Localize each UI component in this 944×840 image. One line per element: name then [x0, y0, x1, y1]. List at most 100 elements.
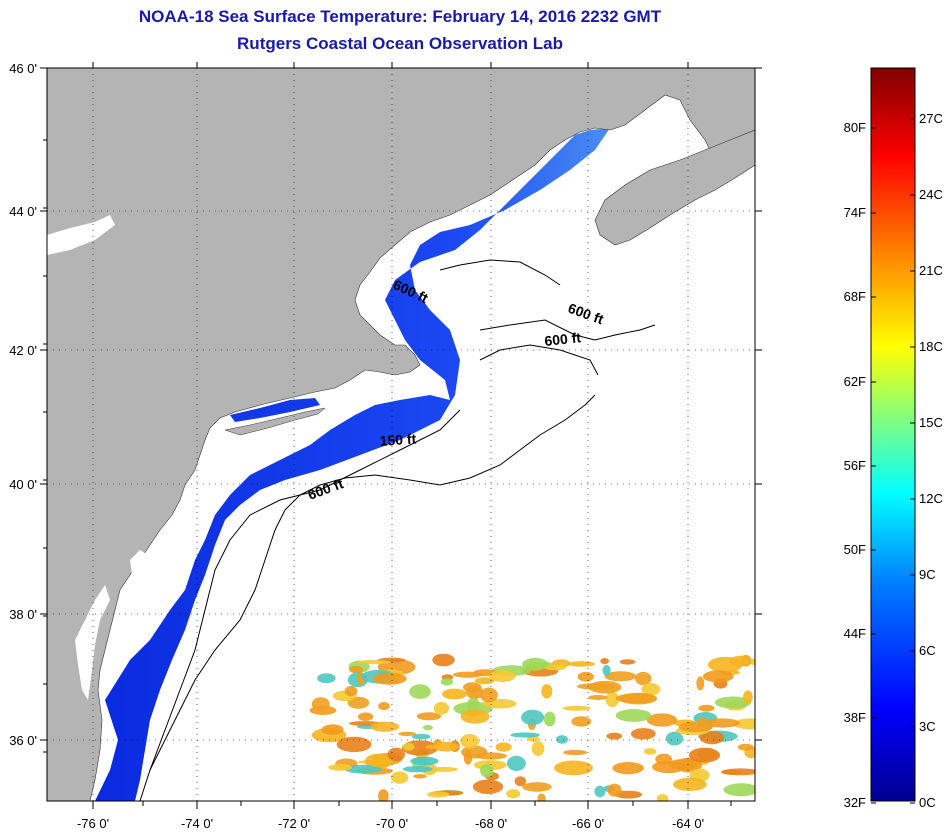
colorbar-fahrenheit-label: 56F	[844, 458, 866, 473]
colorbar	[870, 67, 916, 802]
warm-water-patch	[612, 762, 644, 775]
colorbar-fahrenheit-label: 68F	[844, 289, 866, 304]
contour-georges	[479, 344, 599, 376]
warm-water-patch	[729, 655, 751, 667]
warm-water-patch	[702, 670, 734, 683]
axis-ticks: -76 0' -74 0' -72 0' -70 0' -68 0' -66 0' -64 …	[9, 61, 762, 831]
warm-water-patch	[673, 777, 707, 792]
warm-water-patch	[602, 664, 611, 676]
colorbar-celsius-label: 24C	[919, 187, 943, 202]
warm-water-patch	[531, 741, 545, 757]
colorbar-celsius-label: 18C	[919, 339, 943, 354]
warm-water-patch	[440, 678, 454, 686]
warm-water-patch	[489, 670, 516, 682]
warm-water-patch	[563, 749, 587, 756]
warm-water-patch	[656, 794, 669, 801]
warm-water-patch	[562, 705, 591, 711]
warm-water-patch	[463, 682, 482, 693]
warm-water-patch	[427, 791, 450, 798]
warm-water-patch	[422, 724, 433, 731]
warm-water-patch	[398, 731, 417, 737]
warm-water-patch	[737, 743, 754, 751]
colorbar-fahrenheit-label: 62F	[844, 374, 866, 389]
warm-water-patch	[460, 709, 490, 724]
warm-water-patch	[576, 683, 616, 690]
contour-600ft-gom-2	[439, 259, 561, 286]
contour-600ft-shelf	[139, 394, 596, 801]
colorbar-fahrenheit-label: 44F	[844, 626, 866, 641]
warm-water-patch	[600, 658, 609, 665]
warm-water-patch	[750, 658, 755, 666]
warm-water-patch	[402, 766, 433, 773]
colorbar-celsius-label: 6C	[919, 643, 936, 658]
warm-water-patch	[433, 701, 450, 715]
warm-water-patch	[347, 696, 370, 709]
warm-water-patch	[372, 672, 407, 685]
warm-water-patch	[452, 671, 483, 678]
lon-tick-label: -76 0'	[77, 816, 109, 831]
colorbar-celsius-label: 3C	[919, 719, 936, 734]
lon-tick-label: -66 0'	[572, 816, 604, 831]
lat-tick-label: 36 0'	[9, 733, 37, 748]
warm-water-patch	[463, 750, 473, 765]
warm-water-patch	[413, 774, 427, 779]
warm-water-patch	[634, 671, 652, 686]
warm-water-patch	[614, 790, 643, 799]
warm-water-patch	[495, 742, 512, 752]
warm-water-patch	[697, 717, 708, 723]
warm-water-patch	[349, 665, 364, 674]
warm-water-patch	[704, 718, 740, 728]
map-frame	[46, 67, 756, 802]
delaware-bay	[130, 550, 148, 575]
lon-tick-label: -68 0'	[475, 816, 507, 831]
colorbar-fahrenheit-label: 50F	[844, 542, 866, 557]
warm-water-patch	[615, 693, 656, 704]
warm-water-patch	[479, 687, 498, 703]
warm-water-patch	[409, 684, 431, 699]
warm-water-patch	[442, 688, 467, 700]
warm-water-patch	[460, 734, 480, 749]
lon-tick-label: -64 0'	[672, 816, 704, 831]
warm-water-patch	[321, 724, 344, 735]
depth-contours	[139, 259, 656, 801]
warm-water-patch	[699, 731, 725, 745]
warm-water-patch	[743, 690, 753, 704]
lat-tick-label: 44 0'	[9, 204, 37, 219]
warm-water-patch	[615, 709, 652, 722]
warm-water-patch	[391, 771, 409, 784]
warm-water-patch	[643, 748, 657, 755]
warm-water-patch	[416, 712, 442, 721]
warm-water-patch	[619, 659, 636, 665]
warm-water-patch	[402, 742, 415, 751]
warm-water-patch	[594, 785, 606, 798]
warm-water-patch	[652, 760, 686, 774]
colorbar-fahrenheit-label: 80F	[844, 120, 866, 135]
colorbar-celsius-label: 0C	[919, 795, 936, 810]
warm-water-patch	[433, 741, 459, 752]
lon-tick-label: -72 0'	[278, 816, 310, 831]
gulf-stream-warm-water	[309, 653, 755, 801]
warm-water-patch	[507, 755, 526, 772]
lat-tick-label: 40 0'	[9, 477, 37, 492]
warm-water-patch	[411, 733, 431, 740]
warm-water-patch	[556, 735, 568, 744]
land-nova-scotia	[594, 129, 755, 246]
warm-water-patch	[567, 661, 595, 667]
colorbar-fahrenheit-label: 74F	[844, 205, 866, 220]
warm-water-patch	[604, 671, 637, 682]
land-north-america	[47, 68, 755, 801]
colorbar-celsius-label: 27C	[919, 111, 943, 126]
lon-tick-label: -74 0'	[181, 816, 213, 831]
colorbar-celsius-label: 12C	[919, 491, 943, 506]
warm-water-patch	[605, 691, 619, 708]
warm-water-patch	[641, 683, 661, 696]
warm-water-patch	[588, 695, 608, 700]
warm-water-patch	[357, 660, 391, 665]
warm-water-patch	[506, 789, 521, 799]
warm-water-patch	[714, 696, 752, 709]
warm-water-patch	[554, 760, 593, 776]
warm-water-patch	[387, 747, 405, 762]
warm-water-patch	[425, 744, 439, 749]
long-island	[224, 407, 326, 436]
warm-water-patch	[521, 709, 545, 726]
